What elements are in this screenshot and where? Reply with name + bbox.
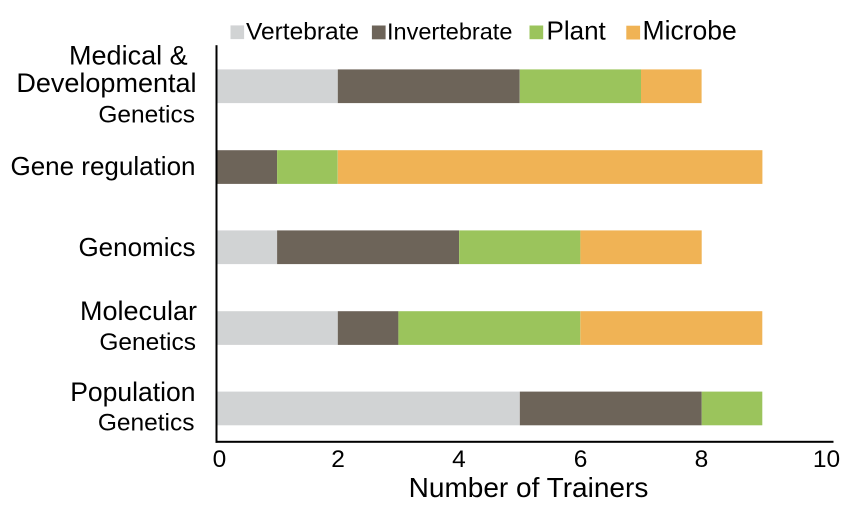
svg-text:Plant: Plant	[547, 16, 607, 46]
svg-text:8: 8	[695, 446, 709, 473]
svg-text:Vertebrate: Vertebrate	[246, 19, 359, 46]
svg-text:Molecular: Molecular	[80, 296, 197, 326]
svg-text:4: 4	[452, 446, 466, 473]
svg-text:Genomics: Genomics	[78, 232, 195, 262]
svg-text:Population: Population	[70, 377, 195, 407]
svg-text:Gene regulation: Gene regulation	[10, 151, 195, 181]
svg-text:Genetics: Genetics	[99, 329, 196, 356]
svg-text:10: 10	[813, 446, 840, 473]
svg-text:Number of Trainers: Number of Trainers	[409, 472, 649, 503]
svg-text:6: 6	[574, 446, 588, 473]
svg-text:Developmental: Developmental	[16, 68, 196, 98]
svg-text:Medical &: Medical &	[69, 40, 188, 70]
svg-text:Invertebrate: Invertebrate	[387, 19, 512, 45]
svg-text:Microbe: Microbe	[643, 16, 737, 46]
svg-text:Genetics: Genetics	[98, 409, 195, 436]
svg-text:0: 0	[213, 446, 227, 473]
svg-text:2: 2	[331, 446, 345, 473]
svg-text:Genetics: Genetics	[98, 101, 195, 128]
